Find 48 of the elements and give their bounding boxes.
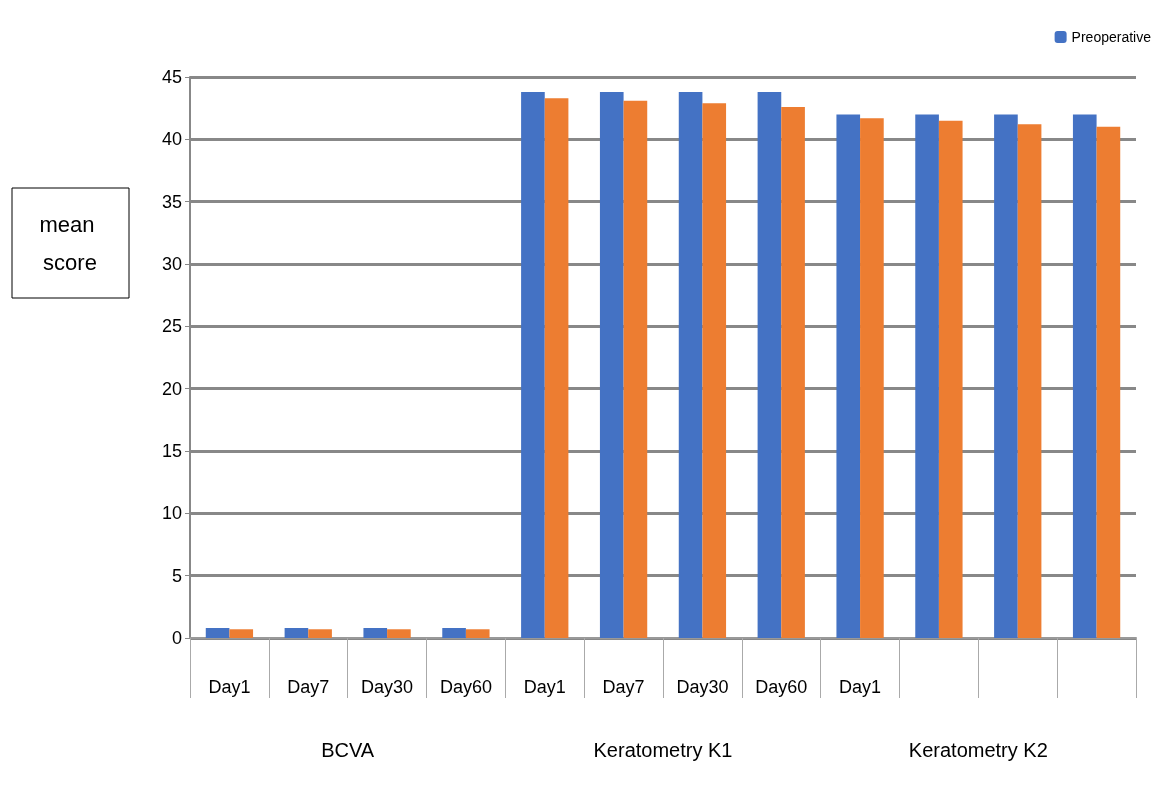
bar xyxy=(465,629,490,638)
x-tick-label: Day7 xyxy=(287,677,330,697)
bar xyxy=(205,628,230,638)
y-tick-label: 30 xyxy=(161,254,182,274)
y-tick-label: 35 xyxy=(161,191,182,212)
y-tick-label: 25 xyxy=(161,316,182,337)
bar xyxy=(994,114,1018,638)
legend-label: Preoperative xyxy=(1071,29,1152,45)
y-tick-label: 5 xyxy=(171,565,182,586)
bar xyxy=(702,103,727,638)
x-tick-label: Day30 xyxy=(361,677,414,697)
bar xyxy=(860,118,884,638)
bar xyxy=(1096,126,1121,638)
bar xyxy=(915,114,939,638)
x-tick-label: Day1 xyxy=(523,677,566,697)
bar xyxy=(308,629,332,638)
y-tick-label: 0 xyxy=(171,628,182,648)
y-tick-label: 20 xyxy=(161,378,182,399)
x-tick-label: Day1 xyxy=(839,677,882,697)
x-tick-label: Day7 xyxy=(602,677,645,697)
bar xyxy=(938,120,963,638)
x-tick-label: Day60 xyxy=(755,677,808,697)
bar xyxy=(678,91,703,638)
bar xyxy=(1017,124,1042,638)
bar xyxy=(442,628,466,638)
y-tick-label: 10 xyxy=(161,503,182,524)
bar xyxy=(284,628,309,638)
bar xyxy=(363,628,388,638)
text: Keratometry K2 xyxy=(908,739,1048,761)
y-tick-label: 15 xyxy=(161,441,182,461)
x-tick-label: Day1 xyxy=(208,677,251,697)
x-tick-label: Day30 xyxy=(676,677,729,697)
bar xyxy=(781,106,805,638)
y-axis-title: mean score xyxy=(39,211,101,275)
bar xyxy=(387,629,411,638)
y-tick-label: 45 xyxy=(161,67,182,87)
y-tick-label: 40 xyxy=(161,129,182,150)
x-tick-label: Day60 xyxy=(439,677,492,697)
bar xyxy=(229,629,254,638)
bar xyxy=(1072,114,1097,638)
bar xyxy=(623,100,648,638)
bar xyxy=(521,91,545,638)
text: BCVA xyxy=(321,739,375,761)
text: Keratometry K1 xyxy=(593,739,733,761)
bar xyxy=(757,91,782,638)
bar xyxy=(599,91,624,638)
bar xyxy=(544,98,569,638)
bar xyxy=(836,114,861,638)
